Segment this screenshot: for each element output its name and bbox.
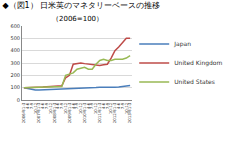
svg-text:4-6: 4-6 — [55, 102, 60, 109]
svg-text:7-9: 7-9 — [44, 102, 49, 109]
svg-text:2010年1-3: 2010年1-3 — [82, 102, 87, 123]
svg-text:4-6: 4-6 — [101, 102, 106, 109]
svg-text:（2006=100）: （2006=100） — [52, 15, 103, 23]
svg-text:100: 100 — [10, 84, 20, 90]
svg-text:2009年1-3: 2009年1-3 — [67, 102, 72, 123]
svg-text:7-9: 7-9 — [89, 102, 94, 109]
svg-text:7-9: 7-9 — [74, 102, 79, 109]
svg-text:◆（図1） 日米英のマネタリーベースの推移: ◆（図1） 日米英のマネタリーベースの推移 — [2, 1, 160, 10]
svg-text:4-6: 4-6 — [86, 102, 91, 109]
svg-text:10-12: 10-12 — [108, 102, 113, 114]
svg-text:10-12: 10-12 — [93, 102, 98, 114]
svg-text:10-12: 10-12 — [63, 102, 68, 114]
svg-text:500: 500 — [10, 35, 20, 41]
svg-text:4-6: 4-6 — [71, 102, 76, 109]
svg-text:2007年1-3: 2007年1-3 — [36, 102, 41, 123]
svg-text:10-12: 10-12 — [124, 102, 129, 114]
svg-text:10-12: 10-12 — [33, 102, 38, 114]
svg-text:4-6: 4-6 — [25, 102, 30, 109]
svg-text:2006年1-3: 2006年1-3 — [21, 102, 26, 123]
svg-text:2011年1-3: 2011年1-3 — [97, 102, 102, 123]
svg-text:2008年1-3: 2008年1-3 — [52, 102, 57, 123]
svg-text:7-9: 7-9 — [29, 102, 34, 109]
svg-text:10-12: 10-12 — [78, 102, 83, 114]
svg-text:7-9: 7-9 — [120, 102, 125, 109]
svg-text:7-9: 7-9 — [59, 102, 64, 109]
svg-text:10-12: 10-12 — [48, 102, 53, 114]
svg-text:Japan: Japan — [173, 40, 191, 48]
svg-text:United Kingdom: United Kingdom — [174, 59, 222, 67]
svg-text:0: 0 — [17, 97, 20, 103]
svg-text:4-6: 4-6 — [116, 102, 121, 109]
svg-text:600: 600 — [10, 23, 20, 29]
svg-text:2013年1-3: 2013年1-3 — [127, 102, 132, 123]
svg-text:7-9: 7-9 — [105, 102, 110, 109]
svg-text:United States: United States — [174, 78, 215, 85]
svg-text:200: 200 — [10, 72, 20, 78]
svg-text:400: 400 — [10, 47, 20, 53]
svg-text:2012年1-3: 2012年1-3 — [112, 102, 117, 123]
svg-text:4-6: 4-6 — [40, 102, 45, 109]
svg-text:300: 300 — [10, 60, 20, 66]
